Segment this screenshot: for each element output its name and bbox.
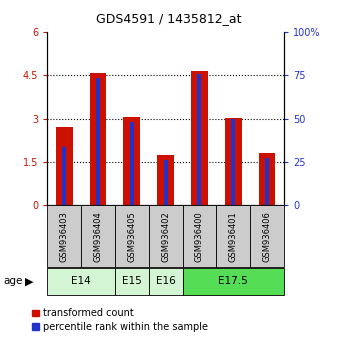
Bar — [265, 158, 269, 205]
FancyBboxPatch shape — [47, 268, 115, 295]
FancyBboxPatch shape — [183, 205, 216, 267]
Legend: transformed count, percentile rank within the sample: transformed count, percentile rank withi… — [32, 308, 208, 332]
Text: GSM936402: GSM936402 — [161, 211, 170, 262]
Text: GDS4591 / 1435812_at: GDS4591 / 1435812_at — [96, 12, 242, 25]
Text: GSM936404: GSM936404 — [94, 211, 102, 262]
FancyBboxPatch shape — [115, 205, 149, 267]
Bar — [231, 119, 235, 205]
Bar — [225, 118, 242, 205]
FancyBboxPatch shape — [250, 205, 284, 267]
FancyBboxPatch shape — [81, 205, 115, 267]
Text: GSM936406: GSM936406 — [263, 211, 271, 262]
Text: E17.5: E17.5 — [218, 276, 248, 286]
Bar — [259, 153, 275, 205]
Bar — [62, 147, 66, 205]
Text: ▶: ▶ — [24, 276, 33, 286]
Text: GSM936403: GSM936403 — [60, 211, 69, 262]
Text: GSM936400: GSM936400 — [195, 211, 204, 262]
Bar — [56, 127, 73, 205]
Bar — [157, 155, 174, 205]
Text: age: age — [3, 276, 23, 286]
FancyBboxPatch shape — [149, 268, 183, 295]
Text: GSM936405: GSM936405 — [127, 211, 136, 262]
Bar — [130, 122, 134, 205]
Bar — [164, 160, 168, 205]
Bar — [191, 71, 208, 205]
FancyBboxPatch shape — [183, 268, 284, 295]
FancyBboxPatch shape — [47, 205, 81, 267]
Text: E14: E14 — [71, 276, 91, 286]
FancyBboxPatch shape — [115, 268, 149, 295]
Bar — [123, 117, 140, 205]
Text: E15: E15 — [122, 276, 142, 286]
FancyBboxPatch shape — [216, 205, 250, 267]
Bar — [90, 73, 106, 205]
Bar — [197, 74, 201, 205]
Bar — [96, 78, 100, 205]
Text: E16: E16 — [156, 276, 175, 286]
FancyBboxPatch shape — [149, 205, 183, 267]
Text: GSM936401: GSM936401 — [229, 211, 238, 262]
